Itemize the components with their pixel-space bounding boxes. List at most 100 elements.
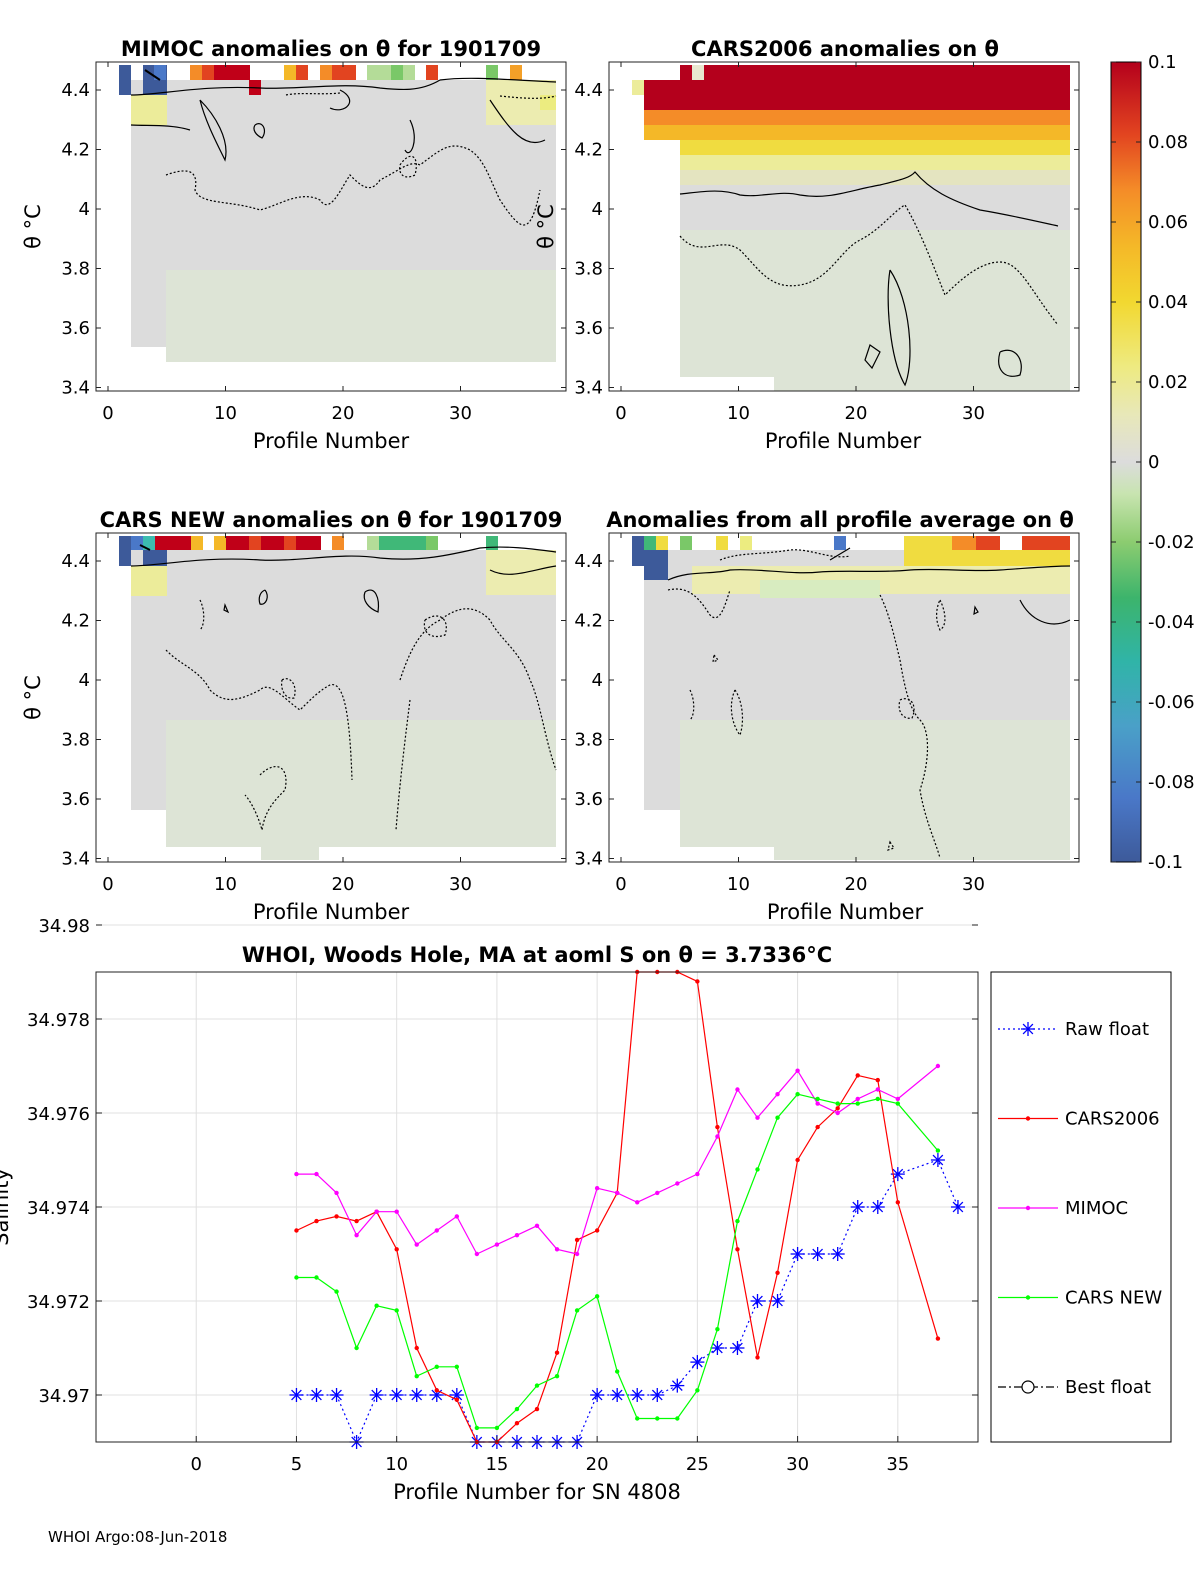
panel-ytick-label: 4	[79, 199, 90, 220]
series-mimoc-point	[835, 1110, 840, 1116]
series-cars-new-point	[935, 1148, 941, 1153]
series-cars-new-point	[574, 1308, 580, 1313]
colorbar-tick-label: 0	[1148, 452, 1159, 473]
series-raw-float-point	[309, 1388, 324, 1402]
series-cars-new-point	[334, 1289, 339, 1294]
series-mimoc-point	[514, 1233, 520, 1238]
heatmap-axes: MIMOC anomalies on θ for 1901709 4.4 4.2 4 3…	[21, 37, 1080, 924]
panel-axes-1: MIMOC anomalies on θ for 1901709 4.4 4.2 4 3…	[21, 37, 567, 453]
line-chart-ticks: 0 5 10 15 20 25 30 35 34.97 34.972 34.974 34.976 34.…	[27, 916, 978, 1475]
legend-box	[990, 971, 1172, 1443]
series-cars-new-point	[614, 1369, 620, 1374]
series-cars2006-point	[795, 1157, 800, 1163]
panel-ytick-label: 4	[592, 199, 603, 220]
series-cars-new-point	[855, 1101, 860, 1106]
series-raw-float-point	[690, 1355, 705, 1370]
panel-profile-average-field-lower	[680, 720, 1070, 847]
series-raw-float-point	[289, 1388, 304, 1402]
series-mimoc-point	[715, 1134, 720, 1139]
ytick-label: 34.97	[38, 1386, 90, 1407]
legend-marker	[1021, 1022, 1035, 1036]
panel-profile-average-contours	[667, 547, 1071, 625]
panel-xtick-label: 0	[102, 403, 113, 424]
legend-label: Best float	[1065, 1377, 1151, 1398]
panel-cars2006-band-yellow	[680, 140, 1070, 155]
panel-cars2006-band-orange	[644, 110, 1070, 125]
series-cars-new-point	[875, 1096, 880, 1102]
series-cars2006-point	[434, 1388, 439, 1393]
panel-ylabel: θ °C	[21, 675, 45, 720]
series-mimoc-point	[795, 1068, 800, 1073]
panel-ytick-label: 4.4	[61, 551, 90, 572]
panel-cars-new-field-lower2	[261, 846, 319, 860]
series-mimoc-point	[675, 1181, 680, 1186]
series-cars-new-point	[394, 1308, 399, 1313]
series-cars-new-point	[715, 1327, 720, 1332]
panel-ylabel: θ °C	[534, 204, 558, 249]
legend-entry: CARS NEW	[998, 1288, 1162, 1309]
series-mimoc-point	[314, 1171, 319, 1177]
series-mimoc-point	[414, 1242, 419, 1247]
xtick-label: 20	[586, 1454, 609, 1475]
line-chart: 0 5 10 15 20 25 30 35 34.97 34.972 34.974 34.976 34.…	[0, 916, 979, 1504]
series-mimoc-point	[775, 1092, 780, 1097]
panel-ytick-label: 3.4	[574, 378, 603, 399]
panel-cars2006	[632, 65, 1070, 391]
series-cars-new-line	[296, 1093, 939, 1429]
series-mimoc-point	[875, 1087, 880, 1092]
series-cars-new-point	[314, 1275, 319, 1280]
panel-title: MIMOC anomalies on θ for 1901709	[121, 37, 541, 61]
series-cars-new-point	[775, 1115, 780, 1120]
legend-marker	[1021, 1380, 1035, 1394]
series-cars-new-point	[454, 1364, 460, 1370]
panel-ytick-label: 4.4	[61, 80, 90, 101]
series-cars2006-point	[835, 1106, 840, 1111]
series-mimoc-point	[394, 1209, 399, 1214]
series-raw-float-point	[870, 1200, 885, 1214]
series-cars-new-point	[374, 1303, 379, 1308]
series-cars-new-point	[695, 1388, 700, 1393]
panel-ytick-label: 4.2	[574, 140, 603, 161]
panel-xtick-label: 10	[727, 403, 750, 424]
panel-xtick-label: 0	[102, 874, 113, 895]
series-cars-new-point	[514, 1406, 520, 1412]
panel-ytick-label: 4.4	[574, 551, 603, 572]
series-raw-float-point	[650, 1388, 665, 1402]
legend-marker	[1025, 1295, 1031, 1300]
panel-ytick-label: 3.6	[574, 318, 603, 339]
series-cars2006-point	[554, 1350, 560, 1355]
series-raw-float-point	[590, 1388, 605, 1402]
panel-ytick-label: 4	[592, 670, 603, 691]
series-raw-float-point	[670, 1378, 685, 1393]
line-chart-title: WHOI, Woods Hole, MA at aoml S on θ = 3.…	[242, 943, 832, 967]
panel-profile-average-top-cells	[632, 536, 1070, 580]
legend: Raw float CARS2006 MIMOC CARS NEW Best float	[990, 971, 1172, 1443]
series-raw-float-point	[890, 1167, 905, 1182]
legend-entry: Best float	[998, 1377, 1151, 1398]
legend-label: Raw float	[1065, 1019, 1149, 1040]
series-cars2006-point	[875, 1077, 880, 1083]
series-mimoc-point	[354, 1233, 359, 1238]
series-raw-float-point	[369, 1388, 384, 1402]
panel-ytick-label: 3.6	[574, 789, 603, 810]
panel-cars-new	[119, 536, 557, 860]
series-raw-float-point	[750, 1294, 765, 1308]
panel-xtick-label: 30	[962, 874, 985, 895]
series-raw-float-point	[830, 1247, 845, 1261]
panel-xlabel: Profile Number	[767, 900, 924, 924]
series-cars-new	[294, 1092, 941, 1431]
xtick-label: 35	[886, 1454, 909, 1475]
series-cars2006-point	[594, 1228, 600, 1233]
panel-xtick-label: 10	[214, 403, 237, 424]
panel-cars2006-band-pale	[680, 170, 1070, 185]
panel-frame	[608, 61, 1080, 392]
series-cars2006-point	[755, 1355, 760, 1360]
series-cars2006-point	[855, 1073, 860, 1078]
line-chart-grid	[96, 924, 978, 1442]
series-cars2006-point	[314, 1218, 319, 1224]
legend-marker	[1025, 1205, 1031, 1211]
ytick-label: 34.974	[27, 1198, 90, 1219]
panel-profile-average	[632, 536, 1071, 860]
xtick-label: 5	[291, 1454, 302, 1475]
panel-xtick-label: 10	[727, 874, 750, 895]
